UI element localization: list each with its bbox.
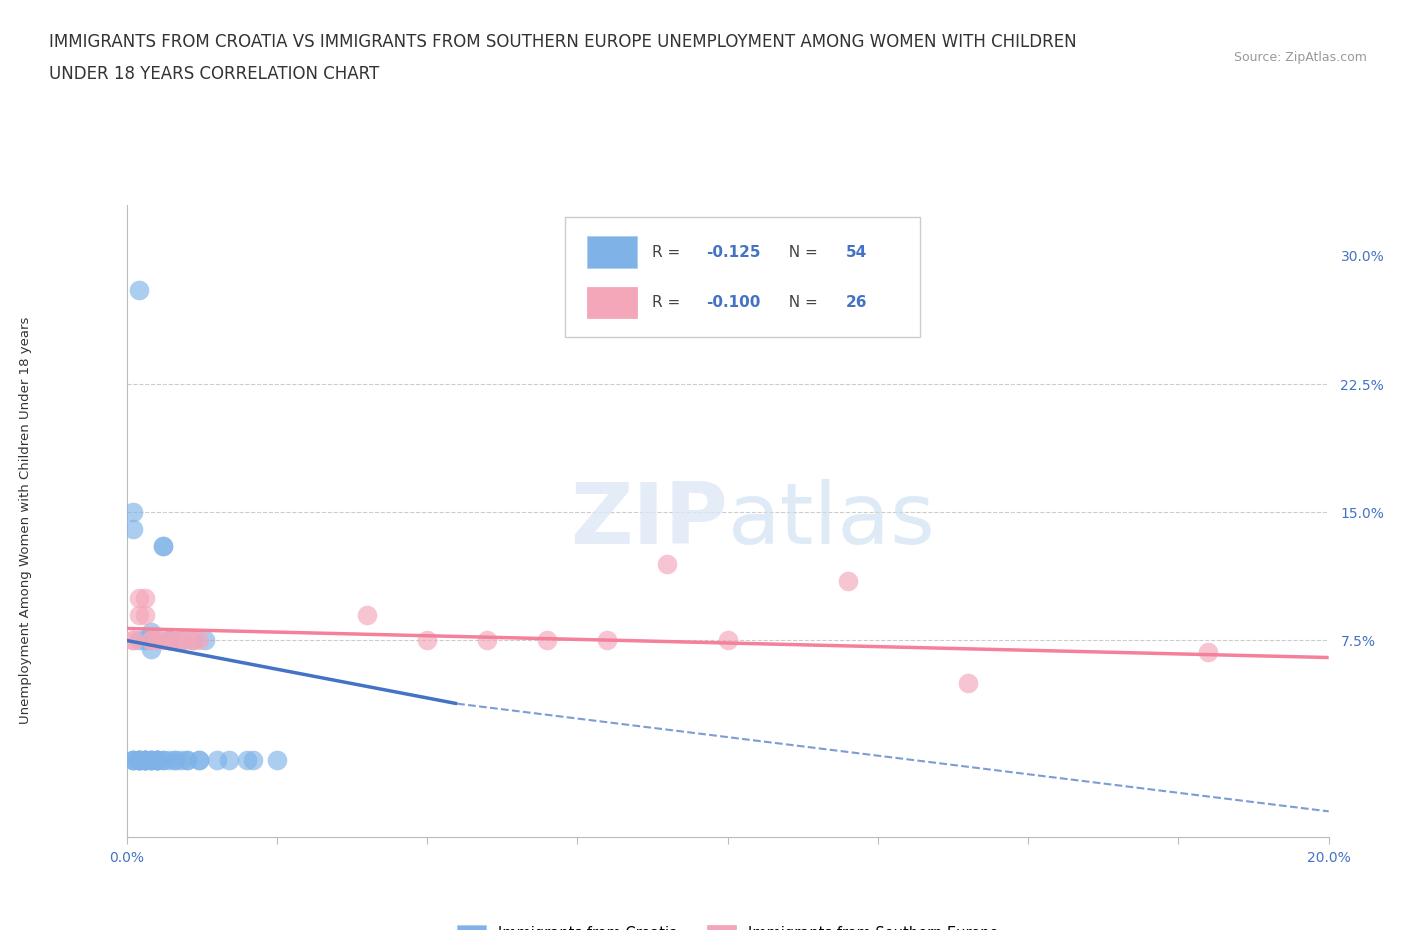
Point: [128, 633, 150, 648]
Text: N =: N =: [779, 245, 823, 259]
Point: [139, 642, 162, 657]
FancyBboxPatch shape: [586, 286, 637, 318]
FancyBboxPatch shape: [586, 236, 637, 268]
Point: [163, 633, 186, 648]
Legend: Immigrants from Croatia, Immigrants from Southern Europe: Immigrants from Croatia, Immigrants from…: [451, 920, 1004, 930]
Point: [218, 752, 240, 767]
Point: [596, 633, 619, 648]
Point: [121, 505, 143, 520]
Point: [266, 752, 288, 767]
Point: [152, 752, 174, 767]
Point: [181, 633, 204, 648]
Point: [134, 752, 156, 767]
Point: [128, 752, 150, 767]
Point: [134, 752, 156, 767]
Point: [134, 591, 156, 605]
Point: [128, 591, 150, 605]
Point: [716, 633, 740, 648]
Point: [187, 752, 209, 767]
Text: 26: 26: [845, 295, 868, 310]
Point: [128, 752, 150, 767]
Point: [139, 624, 162, 639]
Point: [145, 752, 167, 767]
Point: [134, 752, 156, 767]
Point: [169, 633, 191, 648]
Point: [169, 752, 191, 767]
Point: [157, 633, 180, 648]
Text: IMMIGRANTS FROM CROATIA VS IMMIGRANTS FROM SOUTHERN EUROPE UNEMPLOYMENT AMONG WO: IMMIGRANTS FROM CROATIA VS IMMIGRANTS FR…: [49, 33, 1077, 50]
Point: [242, 752, 264, 767]
Text: Unemployment Among Women with Children Under 18 years: Unemployment Among Women with Children U…: [18, 317, 32, 724]
Point: [139, 752, 162, 767]
Point: [145, 633, 167, 648]
Point: [139, 752, 162, 767]
Point: [157, 752, 180, 767]
Point: [139, 752, 162, 767]
Point: [145, 752, 167, 767]
Text: Source: ZipAtlas.com: Source: ZipAtlas.com: [1233, 51, 1367, 64]
Point: [152, 633, 174, 648]
Point: [134, 752, 156, 767]
Point: [163, 752, 186, 767]
Point: [157, 633, 180, 648]
Point: [121, 752, 143, 767]
Text: 54: 54: [845, 245, 866, 259]
Point: [157, 633, 180, 648]
Point: [128, 752, 150, 767]
Text: UNDER 18 YEARS CORRELATION CHART: UNDER 18 YEARS CORRELATION CHART: [49, 65, 380, 83]
Text: -0.100: -0.100: [706, 295, 761, 310]
Point: [121, 752, 143, 767]
Point: [128, 283, 150, 298]
Point: [235, 752, 259, 767]
Point: [145, 752, 167, 767]
Point: [145, 752, 167, 767]
Point: [187, 633, 209, 648]
Point: [205, 752, 228, 767]
Text: -0.125: -0.125: [706, 245, 761, 259]
Text: ZIP: ZIP: [569, 479, 728, 563]
Point: [176, 752, 198, 767]
Point: [536, 633, 558, 648]
FancyBboxPatch shape: [565, 218, 920, 338]
Point: [139, 752, 162, 767]
Point: [657, 556, 679, 571]
Text: R =: R =: [652, 245, 685, 259]
Text: R =: R =: [652, 295, 685, 310]
Point: [145, 752, 167, 767]
Point: [139, 633, 162, 648]
Point: [163, 752, 186, 767]
Point: [121, 752, 143, 767]
Point: [152, 539, 174, 554]
Point: [121, 633, 143, 648]
Point: [134, 633, 156, 648]
Point: [169, 633, 191, 648]
Point: [152, 752, 174, 767]
Point: [134, 752, 156, 767]
Point: [837, 573, 859, 588]
Point: [134, 607, 156, 622]
Point: [187, 752, 209, 767]
Point: [176, 633, 198, 648]
Point: [194, 633, 217, 648]
Point: [181, 633, 204, 648]
Point: [128, 752, 150, 767]
Point: [176, 752, 198, 767]
Point: [139, 633, 162, 648]
Point: [121, 633, 143, 648]
Point: [134, 752, 156, 767]
Text: N =: N =: [779, 295, 823, 310]
Point: [152, 539, 174, 554]
Point: [128, 752, 150, 767]
Point: [956, 676, 979, 691]
Point: [416, 633, 439, 648]
Text: atlas: atlas: [728, 479, 935, 563]
Point: [128, 752, 150, 767]
Point: [475, 633, 498, 648]
Point: [128, 607, 150, 622]
Point: [1197, 645, 1219, 660]
Point: [121, 522, 143, 537]
Point: [145, 752, 167, 767]
Point: [356, 607, 378, 622]
